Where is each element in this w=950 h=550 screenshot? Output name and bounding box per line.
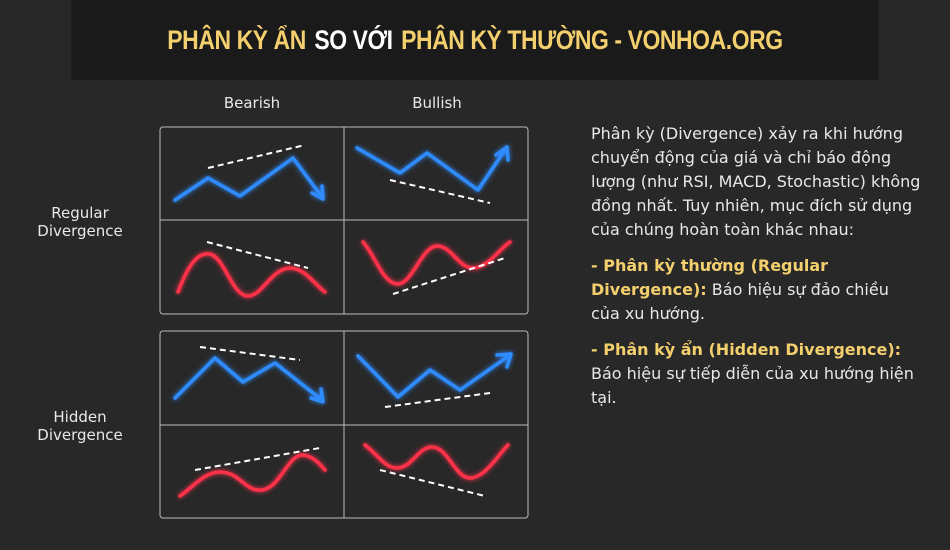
item-label: - Phân kỳ ẩn (Hidden Divergence): (591, 340, 902, 359)
item-text: Báo hiệu sự đảo chiều của xu hướng. (591, 280, 889, 323)
diagram: Bearish Bullish Regular Divergence Hidden… (37, 94, 529, 519)
intro: Phân kỳ (Divergence) xảy ra khi hướng ch… (591, 124, 921, 239)
item: - Phân kỳ ẩn (Hidden Divergence): Báo hi… (591, 338, 921, 410)
title-part: SO VỚI (314, 24, 393, 55)
title-part: PHÂN KỲ ẨN (167, 24, 306, 55)
row-label: Regular Divergence (37, 204, 122, 240)
row-label: Hidden Divergence (37, 408, 122, 444)
column-label: Bullish (412, 94, 462, 112)
description: Phân kỳ (Divergence) xảy ra khi hướng ch… (591, 122, 921, 422)
item-label: - Phân kỳ thường (Regular Divergence): (591, 256, 829, 299)
header: PHÂN KỲ ẨN SO VỚI PHÂN KỲ THƯỜNG - VONHO… (71, 0, 879, 80)
title-part: PHÂN KỲ THƯỜNG - VONHOA.ORG (401, 24, 783, 55)
grid-frame (159, 126, 529, 519)
price-lines (173, 145, 513, 498)
column-label: Bearish (224, 94, 280, 112)
item: - Phân kỳ thường (Regular Divergence): B… (591, 254, 921, 326)
item-text: Báo hiệu sự tiếp diễn của xu hướng hiện … (591, 364, 914, 407)
divergence-lines (194, 144, 506, 497)
